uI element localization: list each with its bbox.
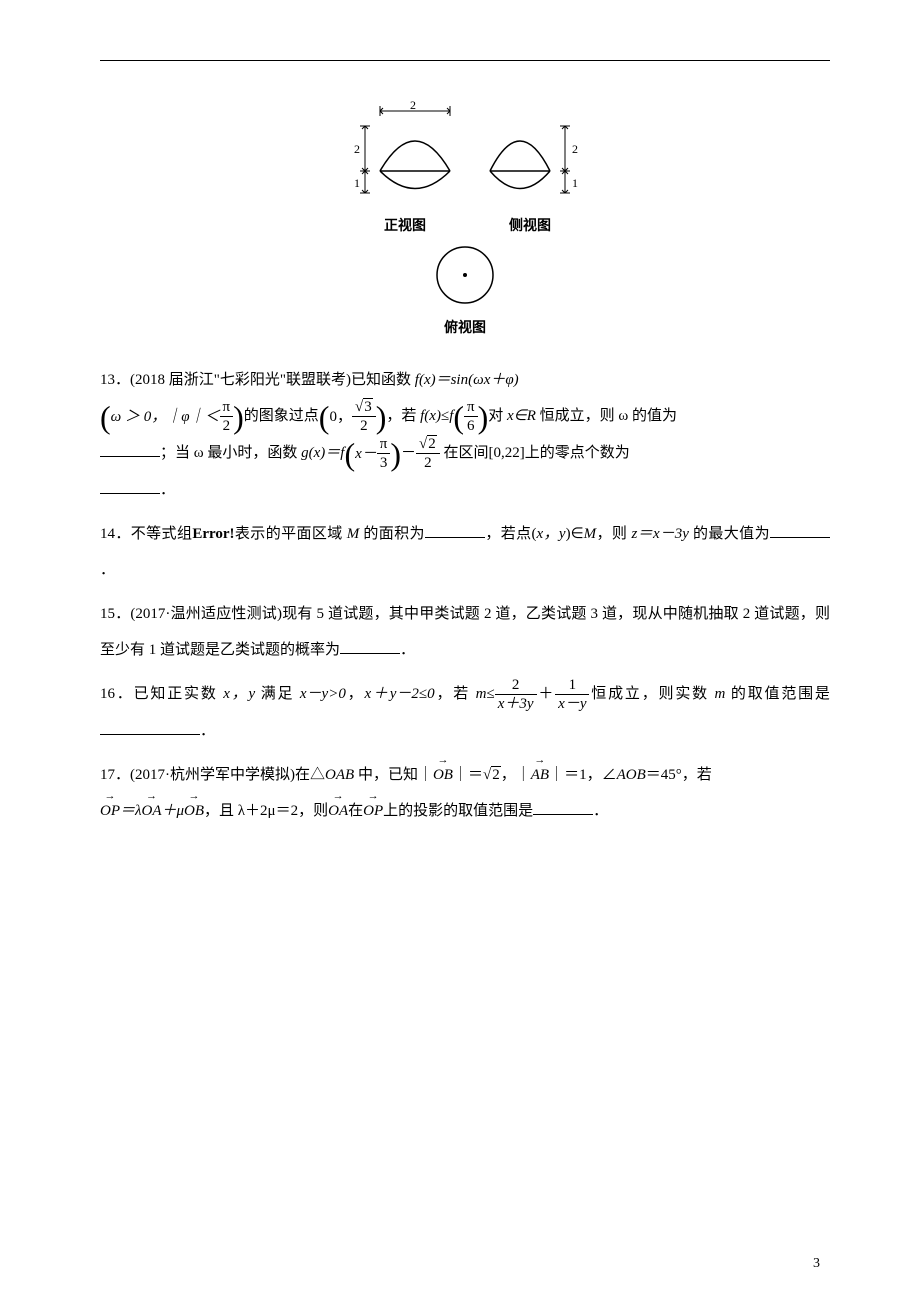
q14-blank-2	[770, 523, 830, 538]
width-label: 2	[410, 101, 416, 112]
q17-blank	[533, 800, 593, 815]
top-view-svg	[425, 243, 505, 313]
question-15: 15．(2017·温州适应性测试)现有 5 道试题，其中甲类试题 2 道，乙类试…	[100, 596, 830, 668]
q13-number: 13．	[100, 372, 130, 388]
front-view: 2 2 1 正视图	[350, 101, 460, 235]
q13-blank-1	[100, 442, 160, 457]
page-number: 3	[813, 1256, 820, 1272]
three-view-diagram: 2 2 1 正视图	[100, 101, 830, 337]
side-view-svg: 2 1	[480, 101, 580, 211]
front-view-svg: 2 2 1	[350, 101, 460, 211]
q14-blank-1	[425, 523, 485, 538]
top-border	[100, 60, 830, 61]
question-17: 17．(2017·杭州学军中学模拟)在△OAB 中，已知｜OB｜＝2，｜AB｜＝…	[100, 757, 830, 829]
side-view: 2 1 侧视图	[480, 101, 580, 235]
q15-blank	[340, 639, 400, 654]
svg-text:1: 1	[354, 176, 360, 190]
q16-blank	[100, 720, 200, 735]
question-13: 13．(2018 届浙江"七彩阳光"联盟联考)已知函数 f(x)＝sin(ωx＋…	[100, 362, 830, 508]
question-16: 16．已知正实数 x，y 满足 x－y>0，x＋y－2≤0，若 m≤2x＋3y＋…	[100, 676, 830, 749]
side-view-label: 侧视图	[509, 215, 551, 235]
question-14: 14．不等式组Error!表示的平面区域 M 的面积为，若点(x，y)∈M，则 …	[100, 516, 830, 588]
front-view-label: 正视图	[384, 215, 426, 235]
svg-text:2: 2	[572, 142, 578, 156]
top-view-label: 俯视图	[444, 317, 486, 337]
q13-blank-2	[100, 479, 160, 494]
top-view: 俯视图	[425, 243, 505, 337]
svg-text:1: 1	[572, 176, 578, 190]
svg-text:2: 2	[354, 142, 360, 156]
